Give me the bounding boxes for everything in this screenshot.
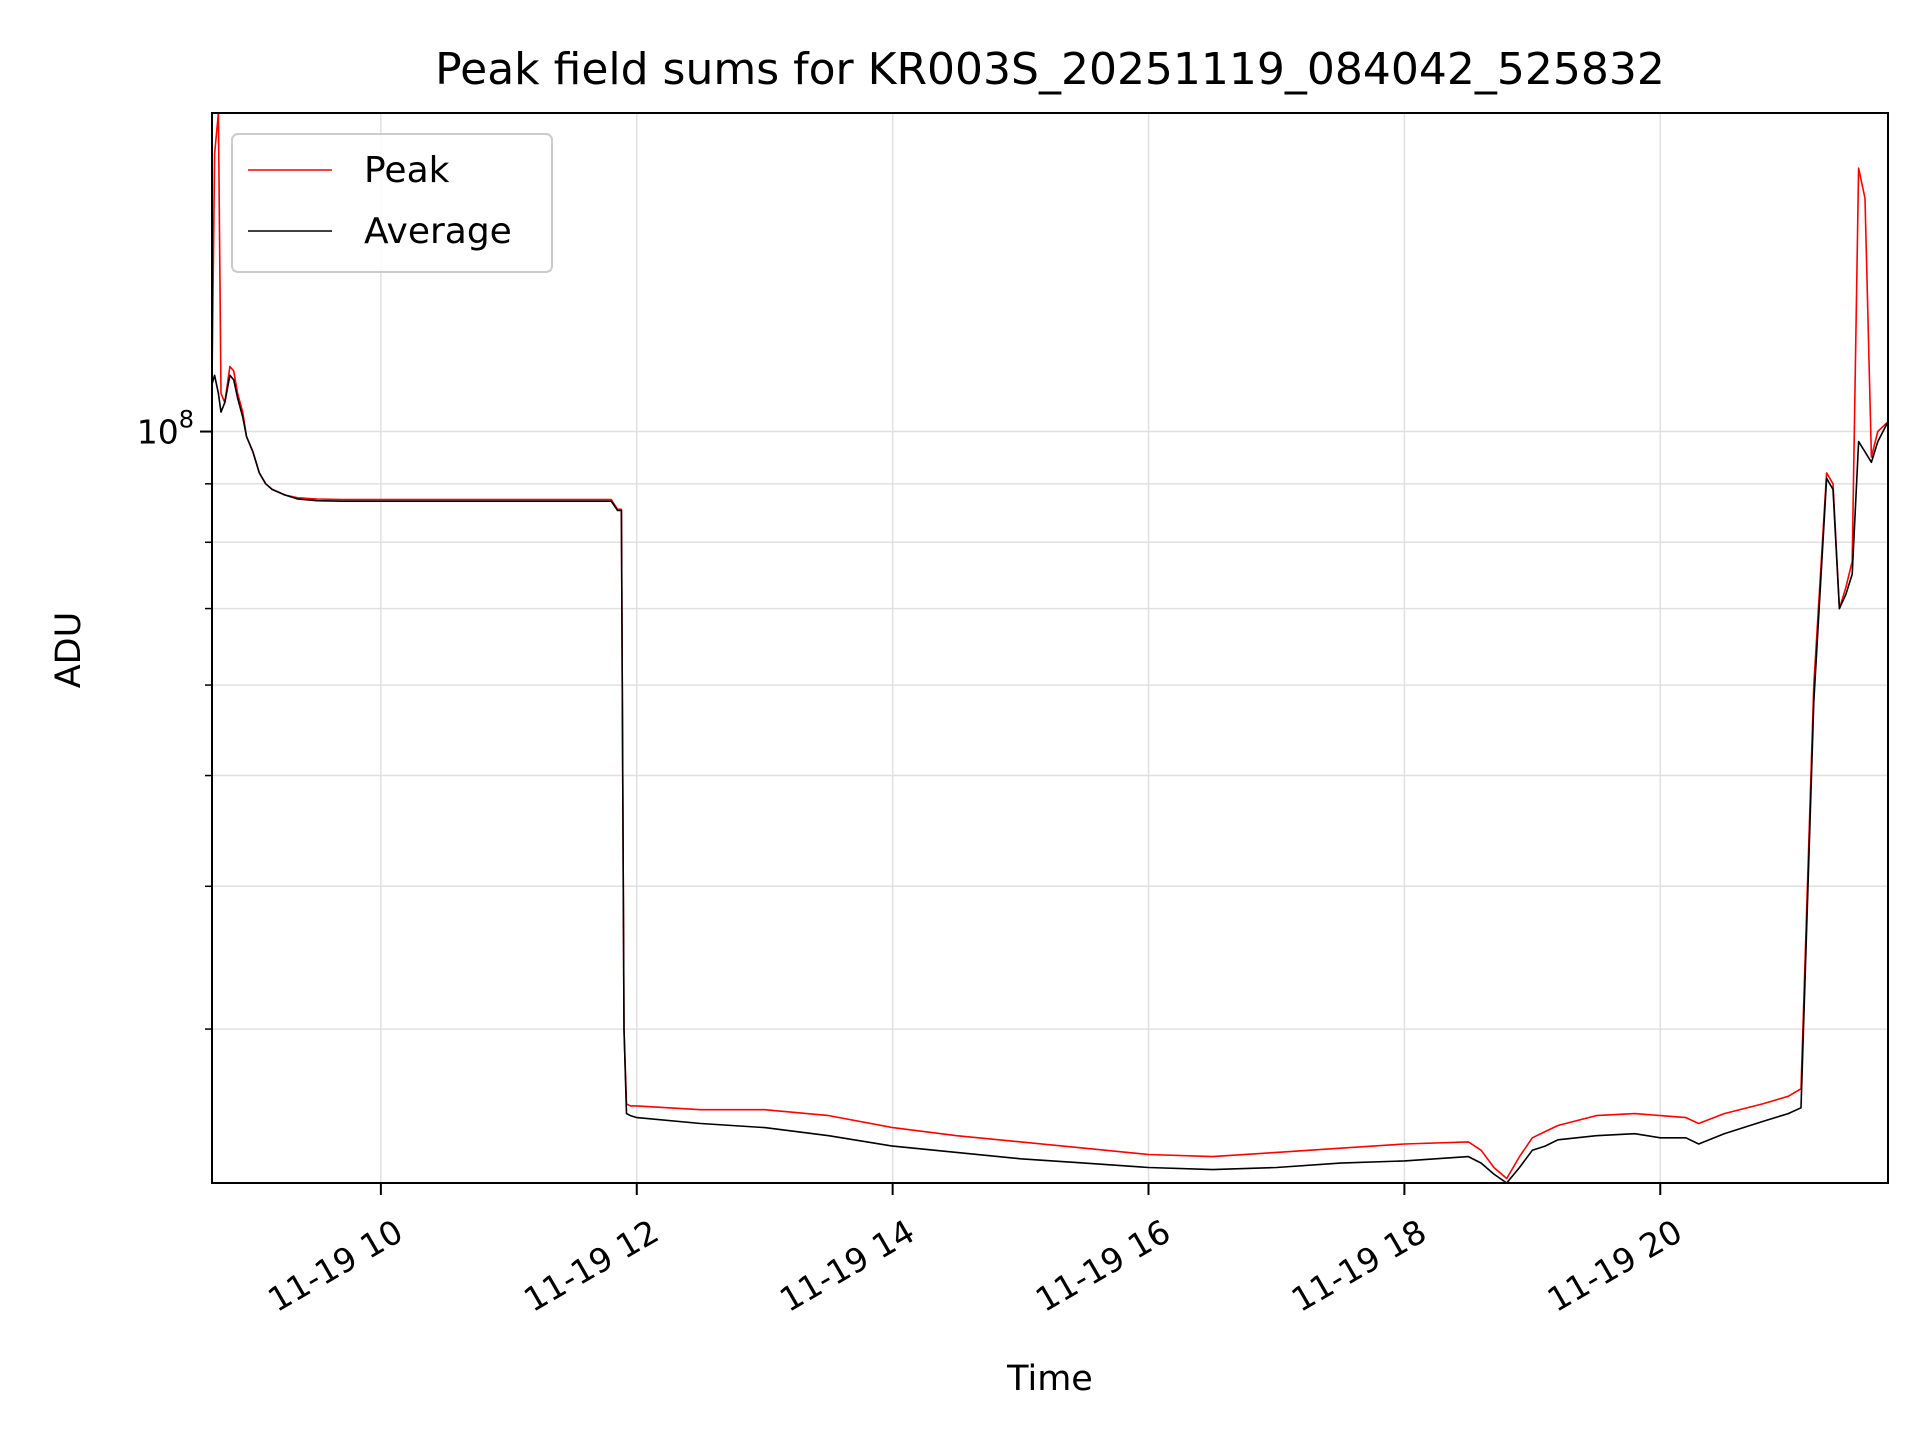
plot-frame <box>211 112 1889 1184</box>
grid-lines <box>212 113 1888 1183</box>
legend: Peak Average <box>231 133 553 273</box>
series-line-average <box>212 374 1888 1183</box>
legend-label-peak: Peak <box>364 150 450 191</box>
y-axis-ticks: 108 <box>137 406 212 1030</box>
y-tick-label: 108 <box>137 406 194 452</box>
chart-title: Peak field sums for KR003S_20251119_0840… <box>435 44 1665 95</box>
legend-label-average: Average <box>364 211 512 252</box>
y-axis-label: ADU <box>49 612 89 689</box>
legend-box <box>231 133 553 273</box>
x-axis-label: Time <box>1006 1359 1093 1399</box>
series-layer <box>212 113 1888 1183</box>
plot-area <box>212 113 1888 1183</box>
